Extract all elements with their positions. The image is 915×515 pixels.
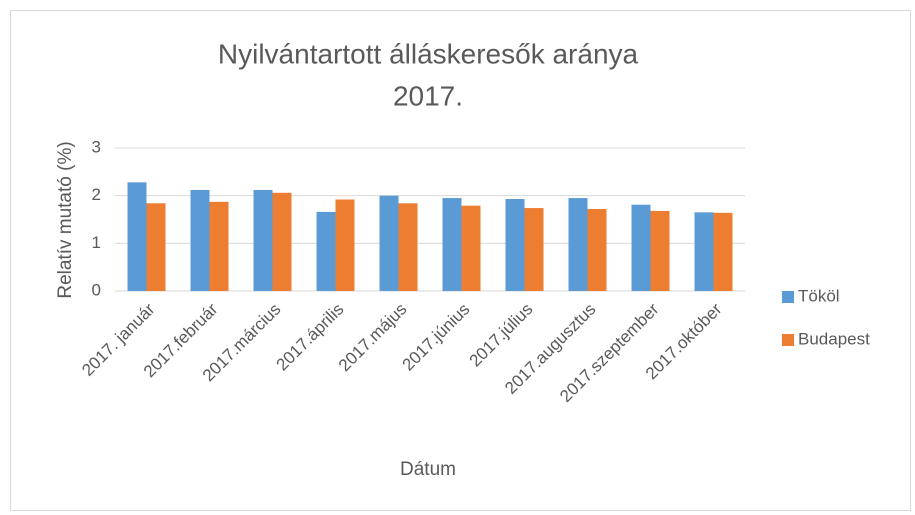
legend-swatch — [782, 291, 794, 303]
bar — [587, 209, 607, 291]
chart-title: 2017. — [393, 80, 463, 111]
bar — [253, 189, 273, 291]
y-tick-label: 1 — [92, 233, 101, 252]
bar — [461, 205, 481, 291]
y-tick-label: 0 — [92, 280, 101, 299]
legend-label: Budapest — [798, 329, 870, 348]
bar — [505, 199, 525, 291]
y-axis-title: Relatív mutató (%) — [55, 141, 76, 298]
bar — [568, 198, 588, 291]
bar — [524, 208, 544, 291]
bar — [209, 201, 229, 291]
y-tick-label: 3 — [92, 137, 101, 156]
chart-title: Nyilvántartott álláskeresők aránya — [218, 38, 639, 69]
bar — [316, 211, 336, 291]
bar — [713, 212, 733, 291]
bar — [335, 199, 355, 291]
bar — [694, 212, 714, 291]
x-axis-title: Dátum — [400, 459, 456, 480]
bar — [379, 195, 399, 291]
bar — [398, 203, 418, 291]
legend-label: Tököl — [798, 286, 840, 305]
bar — [127, 182, 147, 291]
y-tick-label: 2 — [92, 185, 101, 204]
bar — [272, 192, 292, 291]
bar — [650, 210, 670, 291]
bar — [442, 198, 462, 291]
bar — [146, 203, 166, 291]
bar — [631, 204, 651, 291]
legend-swatch — [782, 334, 794, 346]
bar — [190, 189, 210, 291]
